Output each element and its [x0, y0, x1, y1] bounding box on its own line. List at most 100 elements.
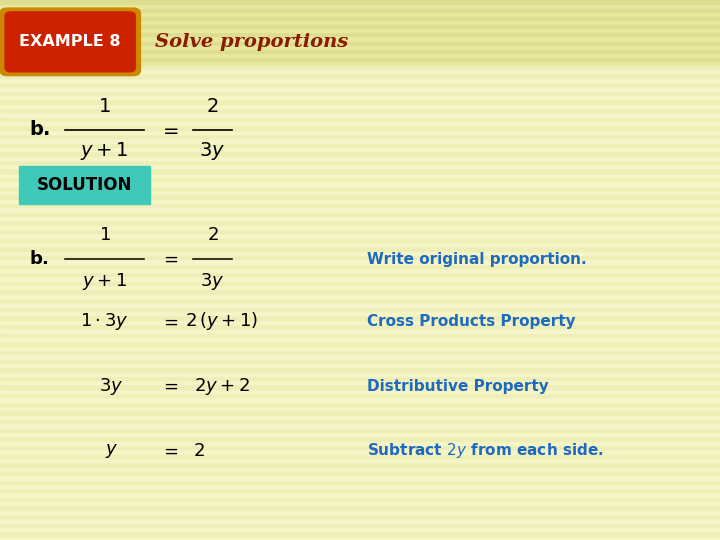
Text: Solve proportions: Solve proportions: [155, 33, 348, 51]
Bar: [0, 285, 720, 289]
Bar: [0, 0, 720, 4]
Bar: [0, 49, 720, 53]
Bar: [0, 0, 720, 4]
Bar: [0, 346, 720, 350]
Bar: [0, 186, 720, 190]
Bar: [0, 298, 720, 302]
Text: $\mathbf{b.}$: $\mathbf{b.}$: [29, 120, 50, 139]
Bar: [0, 16, 720, 20]
Bar: [0, 246, 720, 251]
Bar: [0, 410, 720, 415]
Bar: [0, 39, 720, 43]
Bar: [0, 484, 720, 488]
Bar: [0, 130, 720, 134]
Bar: [0, 156, 720, 160]
Bar: [0, 32, 720, 36]
Bar: [0, 147, 720, 151]
Text: $=$: $=$: [160, 377, 179, 395]
Bar: [0, 216, 720, 220]
Bar: [0, 203, 720, 207]
Bar: [0, 376, 720, 380]
Text: $=$: $=$: [160, 442, 179, 460]
Bar: [0, 475, 720, 480]
Bar: [0, 24, 720, 28]
Bar: [0, 419, 720, 423]
Bar: [0, 531, 720, 536]
Bar: [0, 333, 720, 337]
Bar: [0, 168, 720, 173]
Bar: [0, 350, 720, 354]
Text: $1$: $1$: [99, 226, 110, 244]
Bar: [0, 367, 720, 372]
FancyBboxPatch shape: [19, 166, 150, 204]
Bar: [0, 35, 720, 39]
Bar: [0, 251, 720, 255]
Text: $y+1$: $y+1$: [82, 271, 127, 292]
Text: $2\,(y+1)$: $2\,(y+1)$: [185, 310, 258, 332]
Bar: [0, 415, 720, 419]
Bar: [0, 95, 720, 99]
Text: $=$: $=$: [160, 312, 179, 330]
Bar: [0, 359, 720, 363]
Bar: [0, 281, 720, 285]
Bar: [0, 220, 720, 225]
Text: $2$: $2$: [193, 442, 204, 460]
Bar: [0, 69, 720, 73]
Bar: [0, 488, 720, 492]
Bar: [0, 199, 720, 203]
Bar: [0, 121, 720, 125]
Text: SOLUTION: SOLUTION: [37, 176, 132, 194]
Bar: [0, 324, 720, 328]
Bar: [0, 384, 720, 389]
Bar: [0, 61, 720, 65]
Bar: [0, 380, 720, 384]
Bar: [0, 372, 720, 376]
Bar: [0, 311, 720, 315]
Bar: [0, 518, 720, 523]
Bar: [0, 458, 720, 462]
Bar: [0, 238, 720, 242]
Bar: [0, 125, 720, 130]
Bar: [0, 45, 720, 49]
Bar: [0, 242, 720, 246]
Bar: [0, 17, 720, 22]
Bar: [0, 48, 720, 52]
Bar: [0, 52, 720, 56]
Bar: [0, 86, 720, 91]
Bar: [0, 138, 720, 143]
Text: Write original proportion.: Write original proportion.: [367, 252, 587, 267]
Bar: [0, 276, 720, 281]
Bar: [0, 432, 720, 436]
Bar: [0, 151, 720, 156]
Bar: [0, 225, 720, 229]
Bar: [0, 514, 720, 518]
Bar: [0, 480, 720, 484]
Bar: [0, 181, 720, 186]
Text: Distributive Property: Distributive Property: [367, 379, 549, 394]
Bar: [0, 428, 720, 432]
Bar: [0, 289, 720, 294]
Text: $1$: $1$: [98, 97, 111, 116]
Bar: [0, 13, 720, 17]
Bar: [0, 12, 720, 16]
Bar: [0, 65, 720, 69]
Bar: [0, 37, 720, 40]
Bar: [0, 501, 720, 505]
Bar: [0, 441, 720, 445]
Bar: [0, 389, 720, 393]
Bar: [0, 30, 720, 35]
Text: $3y$: $3y$: [200, 271, 225, 292]
Bar: [0, 108, 720, 112]
Bar: [0, 177, 720, 181]
Bar: [0, 510, 720, 514]
Bar: [0, 53, 720, 57]
Text: $2y + 2$: $2y + 2$: [194, 376, 250, 396]
Text: $3y$: $3y$: [199, 140, 225, 163]
Bar: [0, 497, 720, 501]
Bar: [0, 143, 720, 147]
Text: $1 \cdot 3y$: $1 \cdot 3y$: [80, 311, 129, 332]
Text: $\mathbf{b.}$: $\mathbf{b.}$: [29, 250, 49, 268]
Bar: [0, 449, 720, 454]
Bar: [0, 233, 720, 238]
Bar: [0, 393, 720, 397]
